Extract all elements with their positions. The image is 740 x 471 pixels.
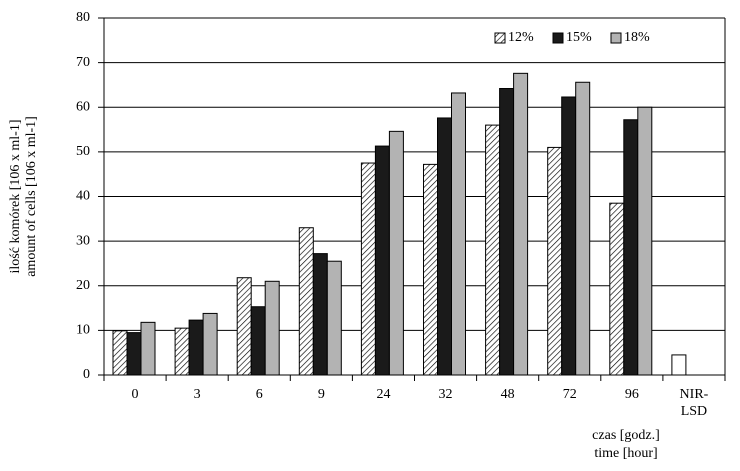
x-tick-label: 0 [132, 387, 139, 402]
legend-swatch [552, 32, 564, 44]
legend-label: 12% [508, 30, 534, 45]
bar [174, 327, 190, 376]
bar [126, 332, 142, 376]
bar [140, 321, 156, 376]
y-axis-label: ilość komórek [106 x ml-1] [8, 120, 23, 274]
x-axis-label: czas [godz.] [592, 428, 660, 443]
bar [485, 124, 501, 376]
bar [312, 253, 328, 376]
bar [374, 145, 390, 376]
bar [423, 163, 438, 376]
bar [623, 119, 639, 376]
bar [250, 306, 266, 376]
x-tick-label: NIR-LSD [680, 387, 709, 419]
legend-label: 15% [566, 30, 592, 45]
y-tick-label: 10 [76, 323, 90, 338]
bar [112, 330, 128, 376]
x-tick-label: 48 [501, 387, 515, 402]
bar [561, 96, 577, 376]
bar [575, 81, 591, 376]
bar [547, 146, 563, 376]
x-tick-label: 6 [256, 387, 263, 402]
legend-swatch [494, 32, 506, 44]
x-tick-label: 96 [625, 387, 639, 402]
bar [637, 106, 653, 376]
bar [298, 227, 314, 376]
bar [451, 92, 466, 376]
bar [360, 162, 376, 376]
y-tick-label: 30 [76, 233, 90, 248]
legend-swatch [610, 32, 622, 44]
x-tick-label: 9 [318, 387, 325, 402]
y-tick-label: 60 [76, 99, 90, 114]
y-axis-label: amount of cells [106 x ml-1] [24, 116, 39, 277]
bar [437, 117, 452, 376]
y-tick-label: 0 [83, 367, 90, 382]
bar [388, 130, 404, 376]
y-tick-label: 70 [76, 55, 90, 70]
legend: 12% 15% 18% [494, 30, 650, 45]
x-tick-label: 24 [376, 387, 390, 402]
bar [609, 202, 625, 376]
bar [513, 72, 529, 376]
y-tick-label: 50 [76, 144, 90, 159]
legend-label: 18% [624, 30, 650, 45]
x-tick-label: 72 [563, 387, 577, 402]
bar [499, 88, 515, 376]
y-tick-label: 40 [76, 189, 90, 204]
bar [264, 280, 280, 376]
lsd-bar [671, 354, 687, 376]
x-axis-label: time [hour] [594, 446, 657, 461]
x-tick-label: 32 [439, 387, 453, 402]
bar [236, 277, 252, 376]
bar [202, 312, 218, 376]
y-tick-label: 20 [76, 278, 90, 293]
y-tick-label: 80 [76, 10, 90, 25]
bar [326, 260, 342, 376]
x-tick-label: 3 [194, 387, 201, 402]
bar [188, 319, 204, 376]
